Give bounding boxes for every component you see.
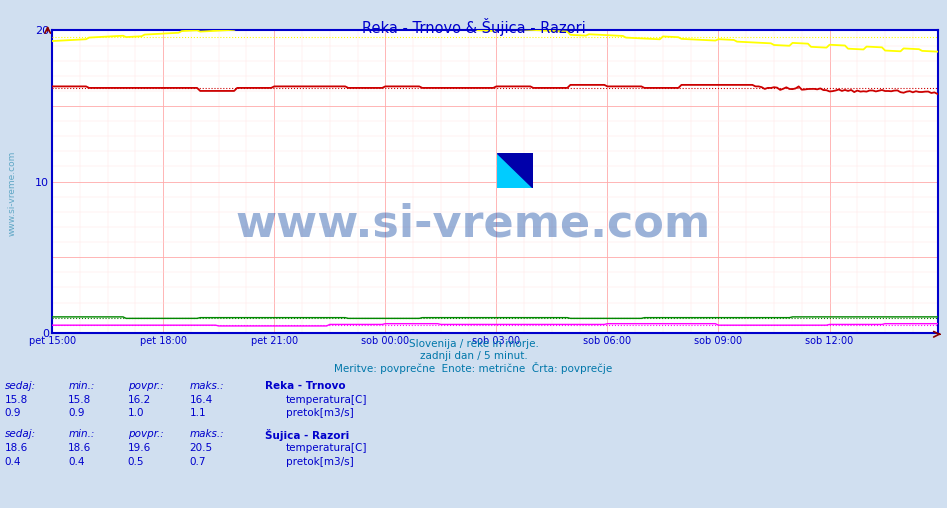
Text: 15.8: 15.8 <box>5 395 28 405</box>
Text: zadnji dan / 5 minut.: zadnji dan / 5 minut. <box>420 351 527 361</box>
Text: 19.6: 19.6 <box>128 443 152 454</box>
Text: www.si-vreme.com: www.si-vreme.com <box>236 202 711 245</box>
Text: 0.9: 0.9 <box>5 408 21 419</box>
Text: 1.0: 1.0 <box>128 408 144 419</box>
Text: 18.6: 18.6 <box>5 443 28 454</box>
Text: 15.8: 15.8 <box>68 395 92 405</box>
Text: sedaj:: sedaj: <box>5 429 36 439</box>
Text: maks.:: maks.: <box>189 381 224 391</box>
Text: www.si-vreme.com: www.si-vreme.com <box>8 150 17 236</box>
Text: 18.6: 18.6 <box>68 443 92 454</box>
Text: temperatura[C]: temperatura[C] <box>286 395 367 405</box>
Text: povpr.:: povpr.: <box>128 429 164 439</box>
Text: Šujica - Razori: Šujica - Razori <box>265 429 349 441</box>
Text: povpr.:: povpr.: <box>128 381 164 391</box>
Text: sedaj:: sedaj: <box>5 381 36 391</box>
Text: min.:: min.: <box>68 381 95 391</box>
Text: pretok[m3/s]: pretok[m3/s] <box>286 457 354 467</box>
Polygon shape <box>497 153 533 188</box>
Text: 1.1: 1.1 <box>189 408 206 419</box>
Text: temperatura[C]: temperatura[C] <box>286 443 367 454</box>
Text: maks.:: maks.: <box>189 429 224 439</box>
Text: Slovenija / reke in morje.: Slovenija / reke in morje. <box>408 339 539 350</box>
Text: Reka - Trnovo: Reka - Trnovo <box>265 381 346 391</box>
Text: 0.5: 0.5 <box>128 457 144 467</box>
Text: 0.9: 0.9 <box>68 408 84 419</box>
Text: 20.5: 20.5 <box>189 443 212 454</box>
Text: Reka - Trnovo & Šujica - Razori: Reka - Trnovo & Šujica - Razori <box>362 18 585 36</box>
Text: 0.4: 0.4 <box>5 457 21 467</box>
Text: 16.4: 16.4 <box>189 395 213 405</box>
Text: 16.2: 16.2 <box>128 395 152 405</box>
Text: 0.4: 0.4 <box>68 457 84 467</box>
Text: Meritve: povprečne  Enote: metrične  Črta: povprečje: Meritve: povprečne Enote: metrične Črta:… <box>334 362 613 374</box>
Polygon shape <box>497 153 533 188</box>
Text: 0.7: 0.7 <box>189 457 205 467</box>
Text: min.:: min.: <box>68 429 95 439</box>
Text: pretok[m3/s]: pretok[m3/s] <box>286 408 354 419</box>
